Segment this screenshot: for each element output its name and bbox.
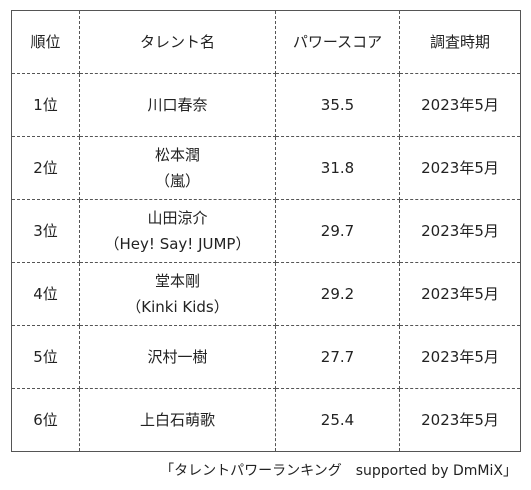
talent-group: （Hey! Say! JUMP） [104,235,251,253]
period-cell: 2023年5月 [399,73,521,137]
rank-cell: 5位 [11,325,80,389]
rank-cell: 4位 [11,262,80,326]
header-rank: 順位 [11,10,80,74]
talent-name-cell: 山田涼介 （Hey! Say! JUMP） [79,199,276,263]
score-cell: 27.7 [275,325,400,389]
score-cell: 31.8 [275,136,400,200]
table-row: 5位 沢村一樹 27.7 2023年5月 [11,325,521,389]
talent-name: 松本潤 [154,146,200,164]
talent-name-cell: 沢村一樹 [79,325,276,389]
table-header-row: 順位 タレント名 パワースコア 調査時期 [11,10,521,74]
rank-cell: 2位 [11,136,80,200]
table-row: 6位 上白石萌歌 25.4 2023年5月 [11,388,521,452]
table-row: 4位 堂本剛 （Kinki Kids） 29.2 2023年5月 [11,262,521,326]
rank-cell: 6位 [11,388,80,452]
rank-cell: 3位 [11,199,80,263]
period-cell: 2023年5月 [399,262,521,326]
header-survey-period: 調査時期 [399,10,521,74]
talent-name-cell: 川口春奈 [79,73,276,137]
rank-cell: 1位 [11,73,80,137]
talent-name: 山田涼介 [147,209,208,227]
score-cell: 29.2 [275,262,400,326]
header-talent-name: タレント名 [79,10,276,74]
period-cell: 2023年5月 [399,199,521,263]
period-cell: 2023年5月 [399,388,521,452]
score-cell: 29.7 [275,199,400,263]
table-row: 3位 山田涼介 （Hey! Say! JUMP） 29.7 2023年5月 [11,199,521,263]
talent-group: （嵐） [154,172,200,190]
table-row: 1位 川口春奈 35.5 2023年5月 [11,73,521,137]
talent-name: 上白石萌歌 [139,411,215,429]
score-cell: 25.4 [275,388,400,452]
table-row: 2位 松本潤 （嵐） 31.8 2023年5月 [11,136,521,200]
period-cell: 2023年5月 [399,325,521,389]
talent-name: 堂本剛 [154,272,200,290]
source-caption: 「タレントパワーランキング supported by DmMiX」 [160,463,517,479]
talent-name: 沢村一樹 [147,348,208,366]
ranking-table: 順位 タレント名 パワースコア 調査時期 1位 川口春奈 35.5 2023年5… [11,10,521,452]
talent-name-cell: 松本潤 （嵐） [79,136,276,200]
period-cell: 2023年5月 [399,136,521,200]
talent-group: （Kinki Kids） [126,298,229,316]
talent-name: 川口春奈 [147,96,208,114]
talent-name-cell: 堂本剛 （Kinki Kids） [79,262,276,326]
score-cell: 35.5 [275,73,400,137]
talent-name-cell: 上白石萌歌 [79,388,276,452]
header-power-score: パワースコア [275,10,400,74]
